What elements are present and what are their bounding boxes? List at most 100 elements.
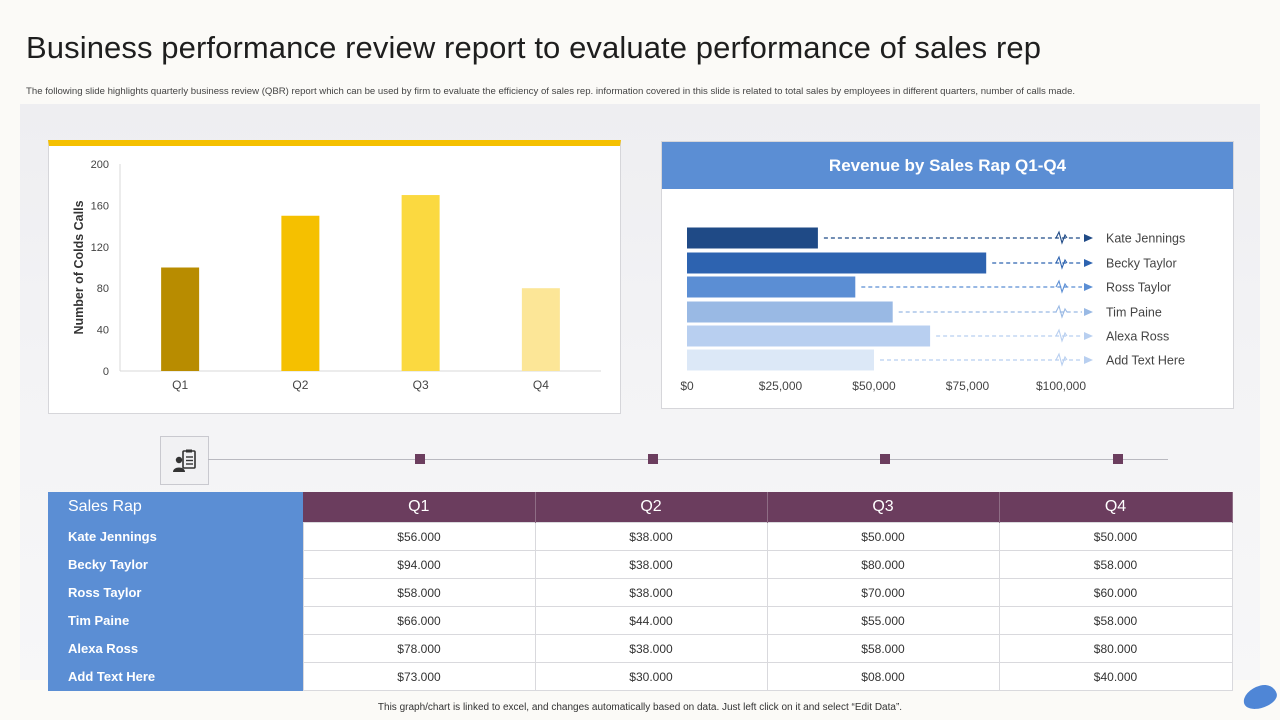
y-tick-label: 160 <box>91 200 109 212</box>
arrow-head <box>1084 332 1093 340</box>
x-tick-label: $0 <box>680 379 694 393</box>
axis-break-mark <box>1055 279 1068 294</box>
axis-break-mark <box>1055 328 1068 343</box>
cell-q1: $58.000 <box>302 578 536 607</box>
revenue-label: Becky Taylor <box>1106 257 1177 271</box>
x-tick-label: Q3 <box>413 378 429 392</box>
header-q4: Q4 <box>999 492 1233 523</box>
cell-q3: $58.000 <box>766 634 1000 663</box>
quarter-timeline <box>160 436 1240 486</box>
report-clipboard-icon[interactable] <box>160 436 209 485</box>
revenue-label: Kate Jennings <box>1106 232 1185 246</box>
y-tick-label: 40 <box>97 325 109 337</box>
cell-q2: $38.000 <box>534 634 768 663</box>
cell-q1: $73.000 <box>302 662 536 691</box>
header-q1: Q1 <box>303 492 536 523</box>
cell-q1: $94.000 <box>302 550 536 579</box>
y-tick-label: 120 <box>91 242 109 254</box>
header-q3: Q3 <box>767 492 1000 523</box>
revenue-bar <box>687 325 931 347</box>
cell-q1: $78.000 <box>302 634 536 663</box>
cell-q3: $08.000 <box>766 662 1000 691</box>
rep-name: Kate Jennings <box>48 522 303 551</box>
page-title: Business performance review report to ev… <box>26 30 1042 65</box>
revenue-label: Ross Taylor <box>1106 281 1171 295</box>
y-tick-label: 0 <box>103 366 109 378</box>
timeline-marker-q4 <box>1113 454 1123 464</box>
table-row: Add Text Here $73.000 $30.000 $08.000 $4… <box>48 662 1233 691</box>
cell-q4: $80.000 <box>998 634 1233 663</box>
bar-q3 <box>401 195 440 371</box>
y-axis-label: Number of Colds Calls <box>72 200 86 334</box>
cell-q3: $50.000 <box>766 522 1000 551</box>
table-header-row: Sales Rap Q1 Q2 Q3 Q4 <box>48 492 1233 523</box>
rep-name: Alexa Ross <box>48 634 303 663</box>
timeline-marker-q3 <box>880 454 890 464</box>
x-tick-label: $100,000 <box>1036 379 1086 393</box>
table-row: Alexa Ross $78.000 $38.000 $58.000 $80.0… <box>48 634 1233 663</box>
sales-rep-table: Sales Rap Q1 Q2 Q3 Q4 Kate Jennings $56.… <box>48 492 1233 691</box>
arrow-head <box>1084 308 1093 316</box>
cell-q3: $70.000 <box>766 578 1000 607</box>
cell-q3: $55.000 <box>766 606 1000 635</box>
axis-break-mark <box>1055 304 1068 319</box>
table-row: Becky Taylor $94.000 $38.000 $80.000 $58… <box>48 550 1233 579</box>
cell-q2: $44.000 <box>534 606 768 635</box>
rep-name: Tim Paine <box>48 606 303 635</box>
timeline-marker-q1 <box>415 454 425 464</box>
cell-q2: $38.000 <box>534 550 768 579</box>
header-sales-rap: Sales Rap <box>48 492 303 523</box>
cell-q2: $30.000 <box>534 662 768 691</box>
revenue-label: Add Text Here <box>1106 354 1185 368</box>
cold-calls-bar-chart: 0 40 80 120 160 200 Q1 Q2 Q3 Q4 Number of Colds Ca… <box>72 159 601 392</box>
cell-q3: $80.000 <box>766 550 1000 579</box>
bar-q4 <box>521 288 560 371</box>
revenue-bar <box>687 349 874 371</box>
axis-break-mark <box>1055 230 1068 245</box>
cell-q4: $58.000 <box>998 550 1233 579</box>
page-subtitle: The following slide highlights quarterly… <box>26 86 1076 97</box>
cell-q1: $56.000 <box>302 522 536 551</box>
table-row: Ross Taylor $58.000 $38.000 $70.000 $60.… <box>48 578 1233 607</box>
axis-break-mark <box>1055 352 1068 367</box>
revenue-chart-title: Revenue by Sales Rap Q1-Q4 <box>662 142 1233 189</box>
revenue-chart-card: Revenue by Sales Rap Q1-Q4 Kate Jennings… <box>661 141 1234 409</box>
x-tick-label: Q4 <box>533 378 549 392</box>
cell-q2: $38.000 <box>534 522 768 551</box>
arrow-head <box>1084 234 1093 242</box>
x-tick-label: $25,000 <box>759 379 803 393</box>
table-row: Tim Paine $66.000 $44.000 $55.000 $58.00… <box>48 606 1233 635</box>
bar-q2 <box>281 215 320 371</box>
revenue-bar <box>687 276 856 298</box>
cold-calls-chart-card: 0 40 80 120 160 200 Q1 Q2 Q3 Q4 Number of Colds Ca… <box>48 140 621 414</box>
table-row: Kate Jennings $56.000 $38.000 $50.000 $5… <box>48 522 1233 551</box>
rep-name: Becky Taylor <box>48 550 303 579</box>
cell-q4: $60.000 <box>998 578 1233 607</box>
cell-q2: $38.000 <box>534 578 768 607</box>
timeline-marker-q2 <box>648 454 658 464</box>
revenue-bar-chart: Kate Jennings Becky Taylor Ross Taylor Tim … <box>680 227 1185 393</box>
cell-q4: $50.000 <box>998 522 1233 551</box>
arrow-head <box>1084 356 1093 364</box>
revenue-bar <box>687 252 987 274</box>
x-tick-label: $50,000 <box>852 379 896 393</box>
header-q2: Q2 <box>535 492 768 523</box>
cell-q1: $66.000 <box>302 606 536 635</box>
y-tick-label: 200 <box>91 159 109 171</box>
rep-name: Add Text Here <box>48 662 303 691</box>
x-tick-label: $75,000 <box>946 379 990 393</box>
x-tick-label: Q2 <box>292 378 308 392</box>
rep-name: Ross Taylor <box>48 578 303 607</box>
cell-q4: $40.000 <box>998 662 1233 691</box>
revenue-label: Alexa Ross <box>1106 330 1169 344</box>
y-tick-label: 80 <box>97 283 109 295</box>
arrow-head <box>1084 259 1093 267</box>
footer-note: This graph/chart is linked to excel, and… <box>377 702 903 713</box>
revenue-bar <box>687 301 893 323</box>
bar-q1 <box>161 267 200 371</box>
revenue-bar <box>687 227 818 249</box>
axis-break-mark <box>1055 255 1068 270</box>
timeline-line <box>208 459 1168 460</box>
x-tick-label: Q1 <box>172 378 188 392</box>
cell-q4: $58.000 <box>998 606 1233 635</box>
